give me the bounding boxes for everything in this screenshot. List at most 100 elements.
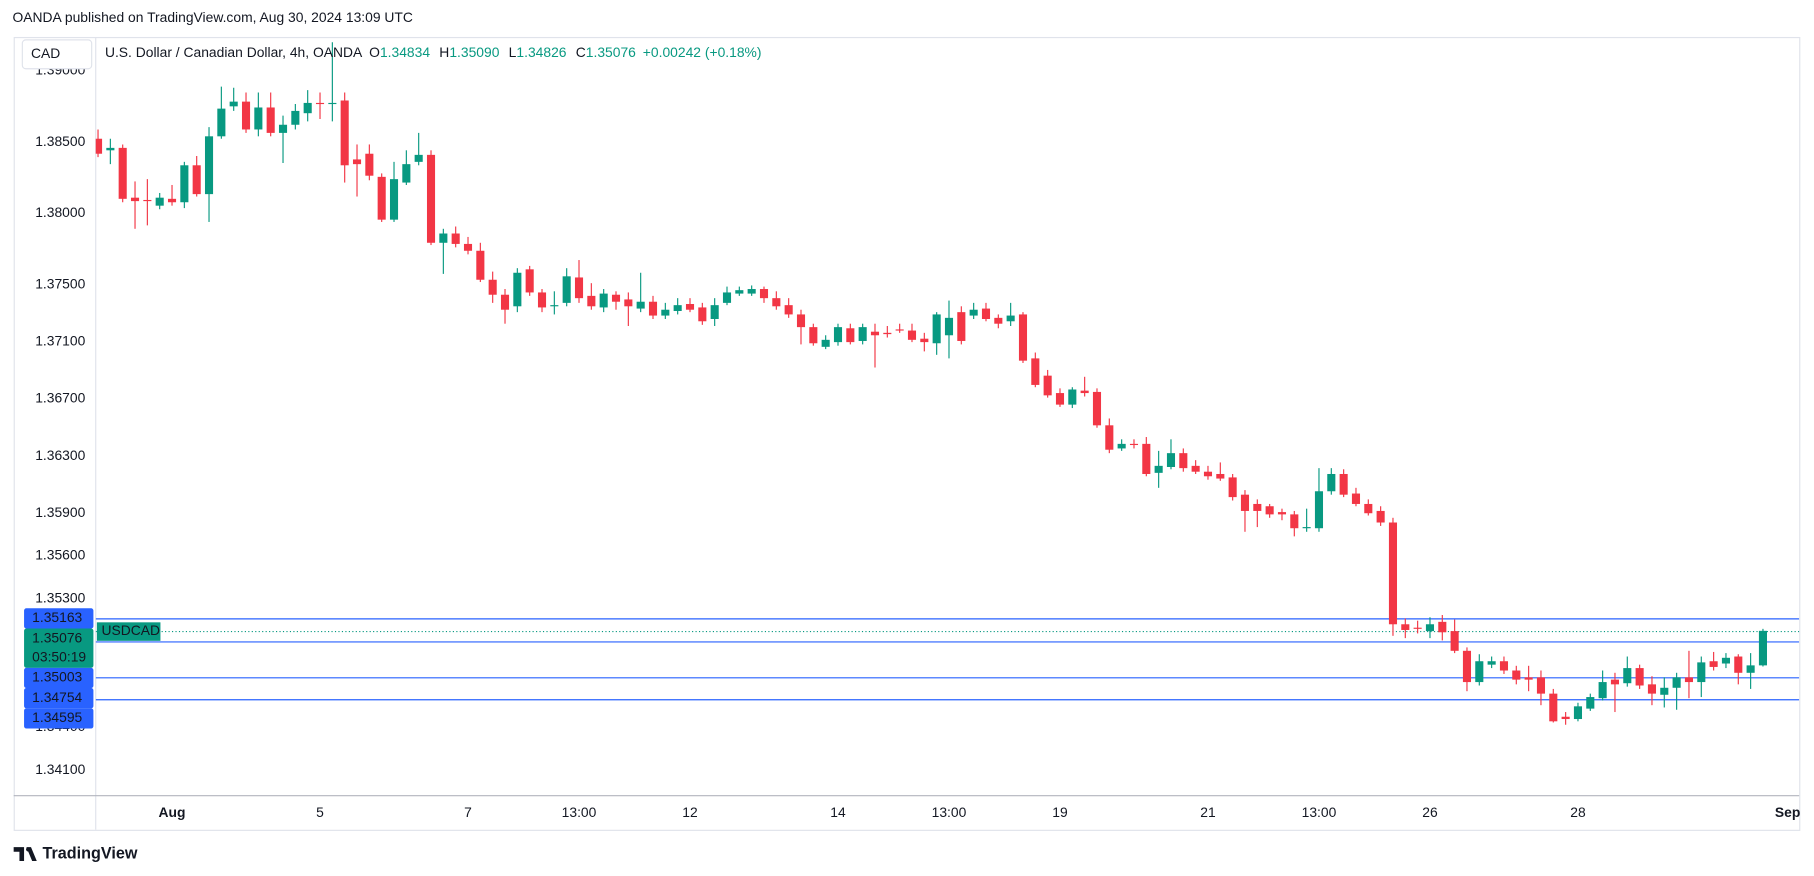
x-tick-label: 5 bbox=[316, 804, 324, 820]
y-tick-label: 1.38500 bbox=[35, 133, 85, 149]
candle-body bbox=[1006, 315, 1015, 322]
candle-body bbox=[1031, 358, 1040, 385]
candle-body bbox=[241, 101, 251, 130]
legend-key: L bbox=[509, 44, 517, 60]
candle-body bbox=[1068, 389, 1077, 405]
candle-body bbox=[661, 309, 670, 316]
candle-body bbox=[969, 309, 978, 316]
candle-body bbox=[685, 304, 695, 310]
candle-body bbox=[315, 102, 325, 105]
candle-body bbox=[1462, 650, 1472, 683]
candle-body bbox=[1339, 473, 1348, 495]
candle-body bbox=[1277, 512, 1287, 515]
currency-button[interactable]: CAD bbox=[21, 39, 93, 70]
candle-body bbox=[1598, 682, 1607, 699]
candle-body bbox=[1388, 522, 1398, 625]
candle-body bbox=[1660, 687, 1669, 695]
candle-body bbox=[1129, 443, 1139, 446]
price-label-box bbox=[24, 688, 94, 709]
y-tick-label: 1.36700 bbox=[35, 390, 85, 406]
candle-body bbox=[1438, 621, 1447, 633]
x-tick-label: 19 bbox=[1052, 804, 1068, 820]
candle-body bbox=[1647, 684, 1657, 694]
currency-label[interactable]: CAD bbox=[31, 45, 60, 61]
candle-body bbox=[574, 277, 584, 299]
x-tick-label: Sep bbox=[1775, 804, 1800, 820]
x-tick-label: 28 bbox=[1570, 804, 1586, 820]
candle-body bbox=[1327, 473, 1336, 492]
price-label-box bbox=[24, 708, 94, 729]
candle-body bbox=[1536, 677, 1546, 694]
candle-body bbox=[772, 298, 781, 307]
candle-body bbox=[1302, 527, 1311, 529]
candle-body bbox=[291, 110, 300, 125]
plot-area bbox=[95, 42, 1800, 725]
candle-body bbox=[95, 138, 103, 154]
candle-body bbox=[1450, 631, 1459, 651]
candle-body bbox=[1672, 677, 1681, 688]
candle-body bbox=[1697, 662, 1706, 683]
candle-body bbox=[254, 107, 263, 130]
candle-body bbox=[944, 317, 954, 336]
candle-body bbox=[710, 305, 719, 319]
candle-body bbox=[1487, 661, 1496, 665]
symbol-tag-box bbox=[96, 622, 161, 641]
candle-body bbox=[1561, 716, 1570, 720]
candle-body bbox=[833, 327, 843, 343]
legend-value: 1.35090 bbox=[449, 44, 499, 60]
candle-body bbox=[389, 179, 399, 220]
y-tick-label: 1.36300 bbox=[35, 447, 85, 463]
candle-body bbox=[1105, 425, 1114, 450]
currency-box[interactable] bbox=[21, 39, 93, 70]
x-tick-label: 14 bbox=[830, 804, 846, 820]
candle-body bbox=[1265, 506, 1274, 515]
candle-body bbox=[994, 317, 1003, 324]
price-label: 1.35003 bbox=[32, 669, 82, 685]
candle-body bbox=[1425, 624, 1435, 632]
candle-body bbox=[463, 243, 473, 251]
publish-header: OANDA published on TradingView.com, Aug … bbox=[13, 9, 413, 25]
candle-body bbox=[759, 289, 769, 299]
candle-body bbox=[488, 279, 497, 295]
price-label-box bbox=[24, 667, 94, 689]
candle-body bbox=[562, 276, 571, 303]
candle-body bbox=[735, 290, 744, 294]
candle-body bbox=[1573, 706, 1583, 720]
candle-body bbox=[513, 272, 522, 307]
candle-body bbox=[476, 250, 485, 280]
x-tick-label: 13:00 bbox=[1302, 804, 1337, 820]
candle-body bbox=[1166, 453, 1176, 467]
legend-key: H bbox=[439, 44, 449, 60]
candle-body bbox=[118, 147, 127, 199]
y-tick-label: 1.35600 bbox=[35, 547, 85, 563]
candle-body bbox=[365, 153, 374, 176]
price-label: 1.34754 bbox=[32, 689, 82, 705]
candle-body bbox=[1253, 503, 1262, 511]
candle-body bbox=[1684, 677, 1694, 683]
y-tick-label: 1.34100 bbox=[35, 761, 85, 777]
legend-symbol: U.S. Dollar / Canadian Dollar, 4h, OANDA bbox=[105, 44, 363, 60]
candle-body bbox=[957, 312, 966, 341]
candle-body bbox=[550, 305, 559, 307]
countdown-label: 03:50:19 bbox=[32, 649, 86, 665]
candle-body bbox=[1709, 661, 1718, 667]
candle-body bbox=[155, 197, 164, 206]
candle-body bbox=[1734, 656, 1743, 673]
candle-body bbox=[180, 165, 189, 203]
candle-body bbox=[1154, 465, 1163, 473]
candle-body bbox=[1364, 503, 1373, 514]
candle-body bbox=[1610, 679, 1620, 685]
legend: U.S. Dollar / Canadian Dollar, 4h, OANDA… bbox=[105, 44, 762, 60]
candle-body bbox=[1203, 471, 1213, 477]
price-label: 1.34595 bbox=[32, 709, 82, 725]
candle-body bbox=[1142, 443, 1151, 474]
candle-body bbox=[1216, 473, 1225, 479]
candle-body bbox=[1524, 677, 1533, 680]
candle-body bbox=[278, 124, 288, 133]
candle-body bbox=[698, 307, 707, 322]
candle-body bbox=[796, 314, 806, 328]
x-tick-label: 12 bbox=[682, 804, 698, 820]
candle-body bbox=[907, 330, 917, 340]
